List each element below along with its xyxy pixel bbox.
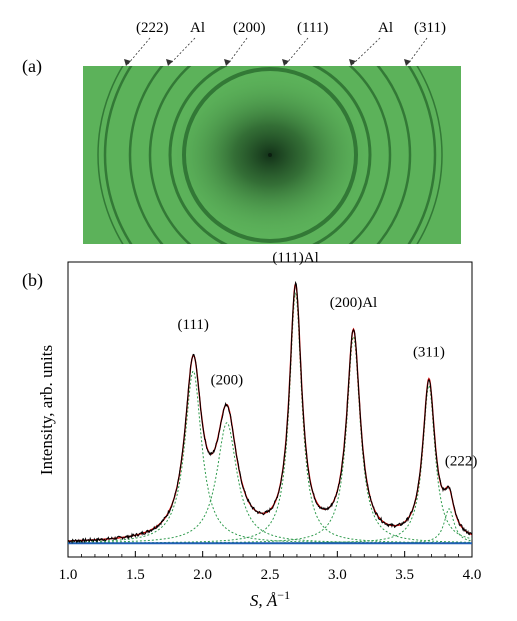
x-tick-label: 3.0 — [328, 567, 347, 583]
ring-al-inner — [148, 66, 392, 244]
x-axis-label: S, Å−1 — [250, 588, 290, 610]
ring-311 — [103, 66, 437, 244]
x-ticks — [67, 551, 473, 557]
component-peak-curve — [68, 370, 472, 544]
component-peak-curve — [68, 422, 472, 544]
ring-al-outer — [128, 66, 412, 244]
pattern-center-spot — [268, 153, 272, 157]
x-tick-label: 1.0 — [59, 567, 78, 583]
peak-labels: (111) (200) (111)Al (200)Al (311) (222) — [178, 250, 478, 470]
x-tick-label: 1.5 — [126, 567, 145, 583]
arrow-al-inner — [352, 37, 381, 65]
arrow-heads — [124, 59, 411, 66]
fit-curve — [68, 281, 473, 542]
x-tick-label: 2.5 — [261, 567, 280, 583]
peak-label: (200)Al — [330, 295, 378, 311]
component-peak-curve — [68, 384, 473, 544]
arrow-311 — [407, 37, 428, 65]
arrowhead-311 — [404, 59, 411, 66]
panel-a-label: (a) — [22, 56, 42, 77]
curves — [67, 280, 473, 545]
peak-label: (111)Al — [272, 250, 318, 266]
ring-label-111: (111) — [297, 20, 328, 36]
arrow-111 — [285, 37, 309, 65]
arrowhead-al-outer — [166, 59, 173, 66]
arrowhead-al-inner — [349, 59, 356, 66]
x-axis-label-text: S, Å — [250, 591, 278, 610]
x-tick-label: 3.5 — [395, 567, 414, 583]
arrowhead-222 — [124, 59, 131, 66]
component-peak-curve — [68, 335, 472, 544]
ring-222 — [97, 66, 443, 244]
panel-b-label: (b) — [22, 270, 43, 291]
x-tick-labels: 1.0 1.5 2.0 2.5 3.0 3.5 4.0 — [59, 567, 482, 583]
peak-label: (222) — [445, 453, 478, 469]
ring-arrows — [127, 37, 428, 65]
ring-111 — [182, 67, 358, 243]
ring-200 — [168, 66, 372, 244]
x-tick-label: 4.0 — [463, 567, 482, 583]
diffraction-pattern — [83, 66, 461, 244]
arrow-200 — [227, 37, 248, 65]
x-axis-label-exponent: −1 — [277, 588, 290, 602]
arrow-al-outer — [169, 37, 196, 65]
arrowhead-200 — [224, 59, 231, 66]
ring-label-al-outer: Al — [190, 20, 205, 36]
ring-label-311: (311) — [414, 20, 446, 36]
plot-area: 1.0 1.5 2.0 2.5 3.0 3.5 4.0 (111)(200)(111)Al(… — [59, 250, 482, 583]
experimental-curve — [67, 280, 473, 544]
ring-labels: (222) Al (200) (111) Al (311) — [136, 20, 446, 36]
arrowhead-111 — [282, 59, 289, 66]
peak-label: (311) — [413, 345, 445, 361]
component-peak-curve — [68, 292, 472, 544]
arrow-222 — [127, 37, 151, 65]
ring-label-al-inner: Al — [378, 20, 393, 36]
peak-label: (200) — [211, 373, 244, 389]
x-tick-label: 2.0 — [193, 567, 212, 583]
peak-label: (111) — [178, 317, 209, 333]
ring-label-222: (222) — [136, 20, 169, 36]
y-axis-label: Intensity, arb. units — [37, 345, 56, 475]
ring-label-200: (200) — [233, 20, 266, 36]
